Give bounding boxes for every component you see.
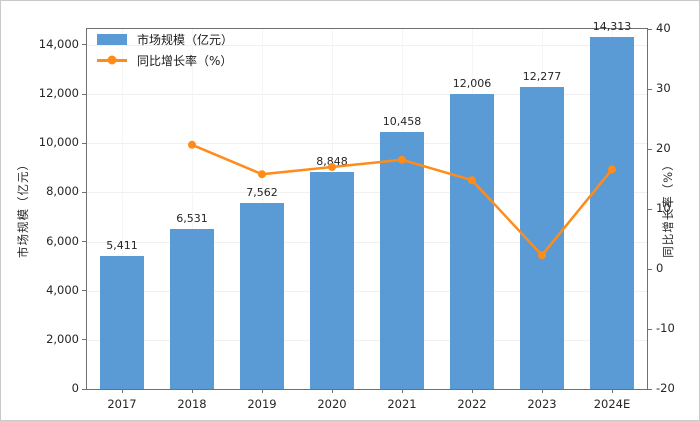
bar-value-label: 7,562 [246, 186, 278, 200]
axis-tick [647, 28, 652, 30]
line-marker [538, 251, 546, 260]
x-axis-tick-label: 2020 [317, 397, 347, 411]
x-axis-tick-label: 2022 [457, 397, 487, 411]
y-axis-tick-label-right: 30 [656, 81, 671, 95]
axis-tick [611, 389, 613, 393]
bar-value-label: 5,411 [106, 239, 138, 253]
bar-value-label: 6,531 [176, 211, 208, 225]
y-axis-tick-label-right: -20 [656, 381, 675, 395]
bar-value-label: 8,848 [316, 154, 348, 168]
gridline [87, 339, 647, 341]
y-axis-tick-label-left: 10,000 [38, 135, 79, 150]
line-marker [468, 176, 476, 185]
axis-tick [647, 388, 652, 390]
axis-tick [331, 389, 333, 393]
bar-2020 [310, 171, 354, 389]
legend-item-growth-rate: 同比增长率（%） [97, 52, 233, 68]
line-marker [608, 165, 616, 174]
y-axis-tick-label-left: 8,000 [46, 184, 79, 199]
axis-tick [261, 389, 263, 393]
gridline [192, 29, 193, 389]
gridline [122, 29, 123, 389]
axis-tick [82, 93, 87, 95]
axis-tick [82, 44, 87, 46]
plot-area: 0 2,000 4,000 6,000 8,000 10,000 12,000 14,000 4… [39, 20, 675, 411]
legend-item-market-size: 市场规模（亿元） [97, 31, 233, 47]
legend-label-growth-rate: 同比增长率（%） [137, 53, 233, 68]
gridline [87, 94, 647, 96]
y-axis-tick-label-left: 14,000 [38, 36, 79, 51]
line-marker [328, 163, 336, 171]
bar-2018 [170, 228, 214, 389]
gridline [87, 241, 647, 243]
bar-2022 [450, 93, 494, 389]
gridline [87, 44, 647, 46]
axis-tick [121, 389, 123, 393]
axis-tick [401, 389, 403, 393]
x-axis-tick-label: 2019 [247, 397, 277, 411]
axis-tick [82, 339, 87, 341]
axis-tick [82, 191, 87, 193]
line-marker [188, 140, 196, 149]
axis-tick [647, 148, 652, 150]
line-marker-icon [97, 55, 127, 65]
axis-tick [191, 389, 193, 393]
line-marker [258, 170, 266, 179]
axis-tick [82, 241, 87, 243]
axis-tick [647, 208, 652, 210]
y-axis-tick-label-right: 40 [656, 21, 671, 35]
axis-tick [647, 88, 652, 90]
axis-tick [82, 142, 87, 144]
y-axis-tick-label-left: 4,000 [46, 282, 79, 297]
growth-line [188, 140, 616, 260]
y-axis-tick-label-right: 0 [656, 261, 664, 275]
axis-tick [647, 328, 652, 330]
axis-tick [82, 290, 87, 292]
x-axis-tick-label: 2021 [387, 397, 417, 411]
legend-label-market-size: 市场规模（亿元） [137, 32, 234, 47]
y-axis-tick-label-left: 6,000 [46, 233, 79, 248]
x-axis-tick-label: 2017 [107, 397, 137, 411]
x-axis-tick-label: 2018 [177, 397, 207, 411]
axis-tick [471, 389, 473, 393]
gridline [87, 192, 647, 194]
legend: 市场规模（亿元） 同比增长率（%） [97, 31, 233, 68]
line-marker [398, 155, 406, 164]
y-axis-tick-label-right: 10 [656, 201, 671, 215]
x-axis-tick-label: 2024E [593, 397, 631, 411]
axis-tick [541, 389, 543, 393]
bar-swatch-icon [97, 33, 127, 45]
bar-2019 [240, 203, 284, 389]
bar-2021 [380, 132, 424, 389]
y-axis-tick-label-left: 12,000 [38, 86, 79, 101]
x-axis-tick-label: 2023 [527, 397, 557, 411]
axis-tick [647, 268, 652, 270]
bar-value-label: 14,313 [592, 20, 632, 34]
bar-value-label: 12,277 [522, 70, 562, 84]
bar-value-label: 12,006 [452, 76, 492, 90]
gridline [87, 290, 647, 292]
y-axis-tick-label-left: 0 [71, 381, 79, 395]
gridline [87, 143, 647, 145]
bar-2017 [100, 256, 144, 389]
y-axis-tick-label-right: -10 [656, 321, 675, 335]
bar-2024E [590, 37, 634, 389]
bar-value-label: 10,458 [382, 115, 422, 128]
axis-tick [82, 388, 87, 390]
y-axis-tick-label-left: 2,000 [46, 331, 79, 346]
y-axis-tick-label-right: 20 [656, 141, 671, 155]
